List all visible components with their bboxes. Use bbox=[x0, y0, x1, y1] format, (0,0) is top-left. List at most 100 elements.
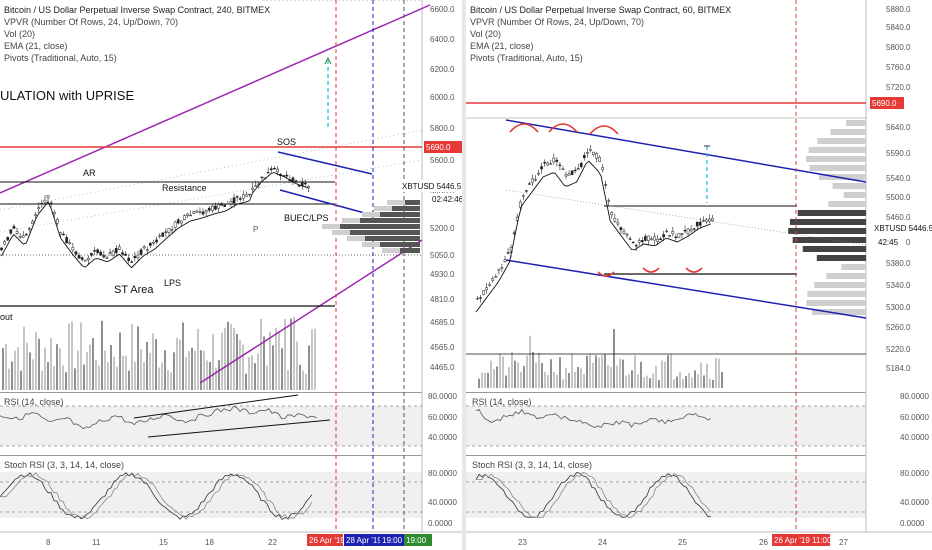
candle bbox=[677, 233, 681, 239]
volume-bar bbox=[170, 372, 172, 390]
candle bbox=[276, 168, 279, 173]
stoch-tick: 80.0000 bbox=[900, 469, 929, 478]
stoch-d-line bbox=[0, 472, 313, 521]
candle bbox=[114, 247, 118, 254]
rsi-trendline bbox=[147, 419, 331, 438]
candle bbox=[564, 174, 568, 177]
candle bbox=[491, 278, 495, 281]
volume-bar bbox=[562, 379, 564, 388]
volume-bar bbox=[703, 375, 705, 388]
red-arc bbox=[548, 123, 578, 133]
volume-bar bbox=[574, 371, 576, 388]
candle bbox=[589, 149, 592, 151]
rsi-label-right[interactable]: RSI (14, close) bbox=[472, 397, 532, 407]
legend-pivots[interactable]: Pivots (Traditional, Auto, 15) bbox=[4, 53, 117, 63]
candle bbox=[34, 214, 37, 216]
candle bbox=[108, 252, 112, 254]
pivot-label: S2 bbox=[253, 0, 263, 2]
candle bbox=[242, 194, 245, 199]
volume-bar bbox=[550, 359, 552, 388]
volume-bar bbox=[68, 323, 70, 390]
candle bbox=[631, 241, 635, 244]
vpvr-bar bbox=[808, 147, 866, 153]
stoch-label-right[interactable]: Stoch RSI (3, 3, 14, 14, close) bbox=[472, 460, 593, 470]
candle bbox=[500, 267, 504, 269]
volume-bar bbox=[77, 350, 79, 390]
volume-bar bbox=[35, 332, 37, 390]
stoch-label-left[interactable]: Stoch RSI (3, 3, 14, 14, close) bbox=[4, 460, 125, 470]
legend-vpvr[interactable]: VPVR (Number Of Rows, 24, Up/Down, 70) bbox=[4, 17, 179, 27]
red-arc bbox=[597, 271, 615, 277]
volume-bar bbox=[185, 357, 187, 390]
volume-bar bbox=[577, 367, 579, 388]
volume-bar bbox=[589, 354, 591, 388]
volume-bar bbox=[314, 328, 316, 390]
volume-bar bbox=[83, 364, 85, 390]
candle bbox=[229, 201, 233, 204]
chart-canvas-right[interactable]: 5880.0 5840.0 5800.0 5760.0 5720.0 5640.0 5590… bbox=[466, 0, 932, 550]
volume-bar bbox=[17, 347, 19, 390]
vpvr-bar bbox=[387, 200, 405, 205]
legend-ema[interactable]: EMA (21, close) bbox=[470, 41, 534, 51]
legend-symbol[interactable]: Bitcoin / US Dollar Perpetual Inverse Sw… bbox=[4, 5, 271, 15]
legend-symbol[interactable]: Bitcoin / US Dollar Perpetual Inverse Sw… bbox=[470, 5, 732, 15]
volume-bar bbox=[92, 338, 94, 390]
volume-bar bbox=[607, 365, 609, 388]
volume-bar bbox=[203, 350, 205, 390]
candle bbox=[521, 195, 525, 197]
legend-ema[interactable]: EMA (21, close) bbox=[4, 41, 68, 51]
candle bbox=[531, 178, 534, 183]
rsi-tick: 40.0000 bbox=[428, 433, 457, 442]
candle bbox=[130, 261, 134, 263]
rsi-tick: 60.0000 bbox=[428, 413, 457, 422]
red-arc bbox=[642, 267, 660, 273]
rsi-label-left[interactable]: RSI (14, close) bbox=[4, 397, 64, 407]
legend-vol[interactable]: Vol (20) bbox=[4, 29, 36, 39]
date-tag-red-bg bbox=[772, 534, 830, 546]
date-tag-blue: 28 Apr '19 bbox=[346, 536, 382, 545]
volume-bar bbox=[218, 360, 220, 390]
blue-wedge-bottom bbox=[279, 189, 373, 216]
candle bbox=[158, 235, 161, 237]
pivot-label: S1 bbox=[253, 0, 263, 2]
vpvr-bar bbox=[816, 255, 866, 261]
vpvr-bar bbox=[340, 224, 420, 229]
candle bbox=[96, 249, 99, 254]
candle bbox=[558, 164, 562, 166]
volume-bar bbox=[556, 374, 558, 388]
candle bbox=[12, 226, 16, 229]
panel-divider[interactable] bbox=[462, 0, 466, 550]
volume-bar bbox=[299, 364, 301, 390]
legend-vpvr[interactable]: VPVR (Number Of Rows, 24, Up/Down, 70) bbox=[470, 17, 645, 27]
price-tick: 5600.0 bbox=[430, 156, 455, 165]
stoch-k-line bbox=[0, 472, 313, 521]
headline-text: ULATION with UPRISE bbox=[0, 88, 134, 103]
volume-bar bbox=[628, 374, 630, 388]
candle bbox=[161, 232, 165, 237]
candle bbox=[671, 231, 675, 234]
candle bbox=[192, 211, 196, 214]
chart-canvas-left[interactable]: R5R4R3R2R1S1S2S3 ULATION with UPRISE AR Res… bbox=[0, 0, 462, 550]
candle bbox=[665, 230, 669, 233]
vpvr-bar bbox=[789, 219, 866, 225]
price-tag-red-bg bbox=[870, 97, 904, 109]
candle bbox=[546, 162, 550, 166]
volume-bar bbox=[50, 338, 52, 390]
chart-panel-right[interactable]: 5880.0 5840.0 5800.0 5760.0 5720.0 5640.0 5590… bbox=[466, 0, 932, 550]
price-tick: 4465.0 bbox=[430, 363, 455, 372]
candle bbox=[674, 236, 678, 239]
vpvr-bar bbox=[846, 120, 866, 126]
chart-panel-left[interactable]: R5R4R3R2R1S1S2S3 ULATION with UPRISE AR Res… bbox=[0, 0, 462, 550]
volume-bar bbox=[664, 361, 666, 388]
candle bbox=[124, 253, 127, 256]
candle bbox=[201, 211, 205, 215]
stoch-tick: 80.0000 bbox=[428, 469, 457, 478]
volume-bar bbox=[637, 374, 639, 388]
candle bbox=[307, 186, 310, 189]
purple-channel-bottom bbox=[199, 239, 423, 384]
legend-pivots[interactable]: Pivots (Traditional, Auto, 15) bbox=[470, 53, 583, 63]
candle bbox=[518, 201, 522, 208]
legend-vol[interactable]: Vol (20) bbox=[470, 29, 502, 39]
volume-bar bbox=[113, 356, 115, 390]
volume-bar bbox=[266, 365, 268, 390]
